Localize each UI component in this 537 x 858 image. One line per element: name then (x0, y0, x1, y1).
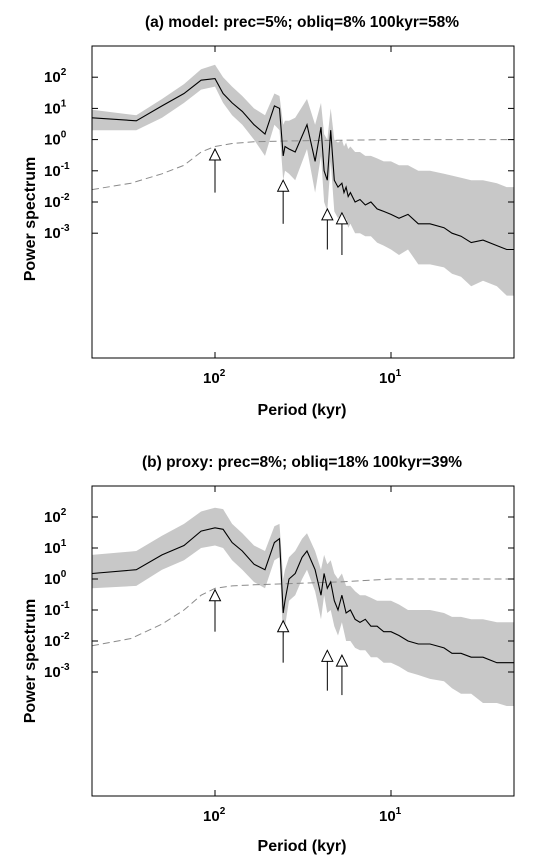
panel-a-y-tick-exponent-5: -3 (61, 223, 70, 234)
panel-b-arrow-head-3 (335, 654, 349, 667)
panel-a-x-tick-exponent-0: 2 (220, 368, 226, 379)
panel-a-y-tick-exponent-4: -2 (61, 192, 70, 203)
panel-a-dashed-curve (92, 139, 514, 191)
panel-a-clipped-layer (92, 64, 514, 296)
panel-b-y-tick-label-1: 101 (44, 538, 67, 557)
panel-b-clipped-layer (92, 507, 514, 706)
panel-a-x-tick-exponent-1: 1 (396, 368, 402, 379)
panel-b-arrow-head-1 (276, 619, 290, 633)
panel-b: (b) proxy: prec=8%; obliq=18% 100kyr=39%… (22, 454, 515, 855)
panel-b-dashed-curve (92, 578, 514, 647)
panel-a-y-tick-exponent-3: -1 (61, 161, 70, 172)
panel-a-x-tick-label-1: 101 (379, 368, 402, 387)
panel-b-confidence-band (92, 507, 514, 706)
panel-b-y-tick-label-3: 10-1 (44, 600, 70, 619)
panel-b-arrow-head-2 (321, 649, 334, 662)
panel-b-y-tick-exponent-2: 0 (61, 569, 67, 580)
panel-b-y-tick-exponent-4: -2 (61, 631, 70, 642)
panel-a-y-tick-exponent-0: 2 (61, 67, 67, 78)
panel-b-title: (b) proxy: prec=8%; obliq=18% 100kyr=39% (142, 454, 462, 471)
panel-b-y-tick-exponent-3: -1 (61, 600, 70, 611)
panel-b-plot-area (92, 507, 514, 706)
panel-b-y-tick-exponent-5: -3 (61, 662, 70, 673)
panel-b-y-tick-label-2: 100 (44, 569, 67, 588)
panel-a-y-tick-label-4: 10-2 (44, 192, 70, 211)
panel-a-y-axis-label: Power spectrum (22, 157, 39, 281)
panel-b-spectrum-line (92, 527, 514, 664)
panel-a-arrow-head-0 (208, 147, 222, 161)
panel-a-x-axis-label: Period (kyr) (258, 402, 347, 419)
panel-a-y-tick-label-1: 101 (44, 98, 67, 117)
panel-b-x-tick-exponent-0: 2 (220, 806, 226, 817)
panel-b-x-axis-label: Period (kyr) (258, 838, 347, 855)
panel-a-y-tick-exponent-1: 1 (61, 98, 67, 109)
panel-b-y-axis-label: Power spectrum (22, 599, 39, 723)
panel-a-plot-area (92, 64, 514, 296)
panel-a-y-tick-exponent-2: 0 (61, 130, 67, 141)
panel-a-spectrum-line (92, 78, 514, 251)
panel-b-y-tick-label-5: 10-3 (44, 662, 70, 681)
panel-a-y-tick-label-5: 10-3 (44, 223, 70, 242)
panel-a: (a) model: prec=5%; obliq=8% 100kyr=58% … (22, 14, 515, 419)
panel-a-arrow-head-3 (335, 211, 349, 225)
panel-b-y-tick-label-0: 102 (44, 507, 67, 526)
panel-a-confidence-band (92, 64, 514, 296)
panel-a-title: (a) model: prec=5%; obliq=8% 100kyr=58% (145, 14, 459, 31)
panel-b-y-tick-exponent-1: 1 (61, 538, 67, 549)
panel-a-arrow-head-1 (276, 179, 290, 192)
panel-a-y-tick-label-3: 10-1 (44, 161, 70, 180)
panel-a-x-tick-label-0: 102 (203, 368, 226, 387)
panel-b-y-tick-label-4: 10-2 (44, 631, 70, 650)
panel-a-y-tick-label-2: 100 (44, 130, 67, 149)
panel-a-y-tick-label-0: 102 (44, 67, 67, 86)
panel-b-x-tick-exponent-1: 1 (396, 806, 402, 817)
panel-b-y-tick-exponent-0: 2 (61, 507, 67, 518)
panel-b-x-tick-label-1: 101 (379, 806, 402, 825)
panel-b-arrow-head-0 (208, 588, 222, 602)
panel-a-arrow-head-2 (321, 207, 334, 221)
panel-b-x-tick-label-0: 102 (203, 806, 226, 825)
